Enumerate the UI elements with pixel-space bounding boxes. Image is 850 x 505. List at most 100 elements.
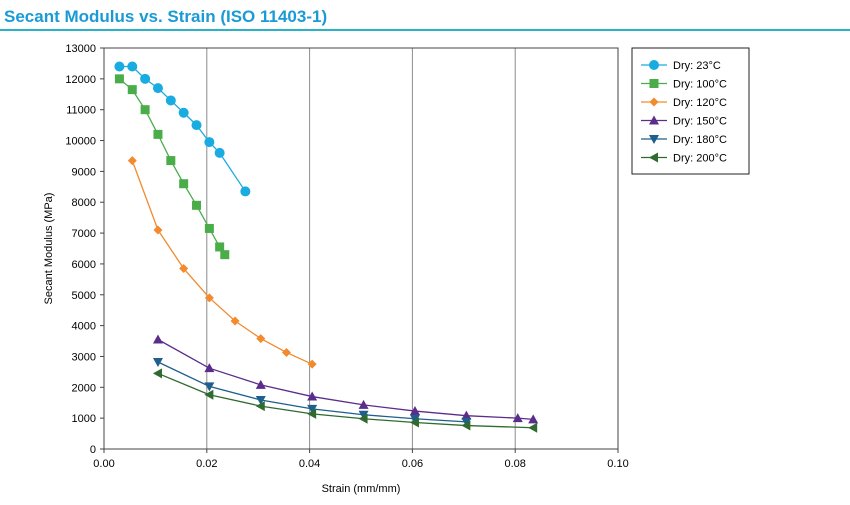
legend-marker: [649, 135, 659, 144]
data-point: [204, 137, 215, 148]
data-point: [204, 223, 214, 233]
data-point: [127, 156, 137, 166]
x-tick-label: 0.10: [607, 458, 628, 470]
data-point: [409, 406, 420, 416]
data-point: [204, 363, 215, 373]
series-layer: [114, 61, 539, 433]
legend-marker: [649, 60, 659, 70]
y-tick-label: 0: [90, 444, 96, 456]
chart-title: Secant Modulus vs. Strain (ISO 11403-1): [4, 7, 328, 26]
data-point: [127, 85, 137, 95]
y-tick-label: 5000: [72, 290, 96, 302]
y-tick-label: 7000: [72, 228, 96, 240]
x-tick-label: 0.06: [402, 458, 423, 470]
legend-item: Dry: 120°C: [641, 97, 727, 109]
y-tick-label: 10000: [65, 136, 96, 148]
data-point: [461, 410, 472, 420]
series-line: [157, 338, 534, 421]
y-tick-label: 11000: [66, 105, 96, 117]
data-point: [152, 358, 163, 368]
data-point: [140, 73, 151, 84]
y-tick-label: 2000: [72, 382, 96, 394]
data-point: [307, 359, 317, 369]
legend-label: Dry: 23°C: [673, 60, 721, 72]
y-tick-label: 3000: [72, 351, 96, 363]
data-point: [204, 382, 215, 392]
data-point: [114, 74, 124, 84]
data-point: [528, 422, 538, 433]
data-point: [220, 250, 230, 260]
legend-label: Dry: 150°C: [673, 116, 727, 128]
data-point: [140, 105, 150, 115]
y-tick-label: 4000: [72, 321, 96, 333]
y-axis-label: Secant Modulus (MPa): [43, 193, 55, 305]
data-point: [255, 401, 265, 412]
data-point: [307, 408, 317, 419]
legend-item: Dry: 150°C: [641, 115, 727, 128]
y-tick-label: 13000: [65, 43, 96, 55]
data-point: [152, 368, 162, 379]
data-point: [307, 391, 318, 401]
x-tick-label: 0.08: [504, 458, 525, 470]
data-point: [165, 95, 176, 106]
legend-item: Dry: 23°C: [641, 60, 721, 72]
legend-item: Dry: 200°C: [641, 152, 727, 165]
series-line: [131, 160, 313, 365]
series-5: [152, 358, 472, 427]
data-point: [230, 316, 240, 326]
legend-marker: [649, 79, 659, 88]
data-point: [409, 414, 420, 424]
data-point: [528, 414, 539, 424]
legend-marker: [649, 97, 659, 107]
y-tick-label: 9000: [72, 166, 96, 178]
y-tick-label: 1000: [72, 413, 96, 425]
data-point: [152, 334, 163, 344]
grid-layer: [206, 48, 516, 449]
series-line: [119, 78, 226, 256]
series-line: [157, 372, 534, 429]
data-point: [166, 156, 176, 166]
data-point: [153, 225, 163, 235]
legend-item: Dry: 180°C: [641, 134, 727, 146]
plot-frame: [103, 47, 619, 450]
data-point: [358, 413, 368, 424]
data-point: [192, 200, 202, 210]
legend-label: Dry: 100°C: [673, 79, 727, 91]
legend-marker: [649, 152, 658, 163]
x-tick-label: 0.04: [299, 458, 320, 470]
title-underline: [0, 29, 850, 31]
legend-label: Dry: 120°C: [673, 97, 727, 109]
y-tick-label: 12000: [65, 74, 96, 86]
data-point: [512, 413, 523, 423]
data-point: [409, 417, 419, 428]
data-point: [215, 242, 225, 252]
data-point: [358, 410, 369, 420]
data-point: [358, 399, 369, 409]
data-point: [153, 129, 163, 139]
data-point: [255, 395, 266, 405]
data-point: [152, 83, 163, 94]
series-line: [119, 65, 246, 192]
data-point: [281, 347, 291, 357]
data-point: [179, 264, 189, 274]
legend-label: Dry: 200°C: [673, 153, 727, 165]
x-axis-label: Strain (mm/mm): [322, 483, 401, 495]
data-point: [127, 61, 138, 72]
data-point: [114, 61, 125, 72]
data-point: [307, 404, 318, 414]
data-point: [204, 389, 214, 400]
legend-item: Dry: 100°C: [641, 79, 727, 91]
data-point: [461, 420, 471, 431]
data-point: [204, 293, 214, 303]
series-1: [114, 61, 251, 197]
series-2: [114, 74, 230, 260]
data-point: [255, 379, 266, 389]
data-point: [178, 107, 189, 118]
series-3: [127, 156, 317, 369]
y-tick-label: 8000: [72, 197, 96, 209]
y-tick-label: 6000: [72, 259, 96, 271]
data-point: [256, 334, 266, 344]
data-point: [214, 147, 225, 158]
data-point: [191, 120, 202, 131]
